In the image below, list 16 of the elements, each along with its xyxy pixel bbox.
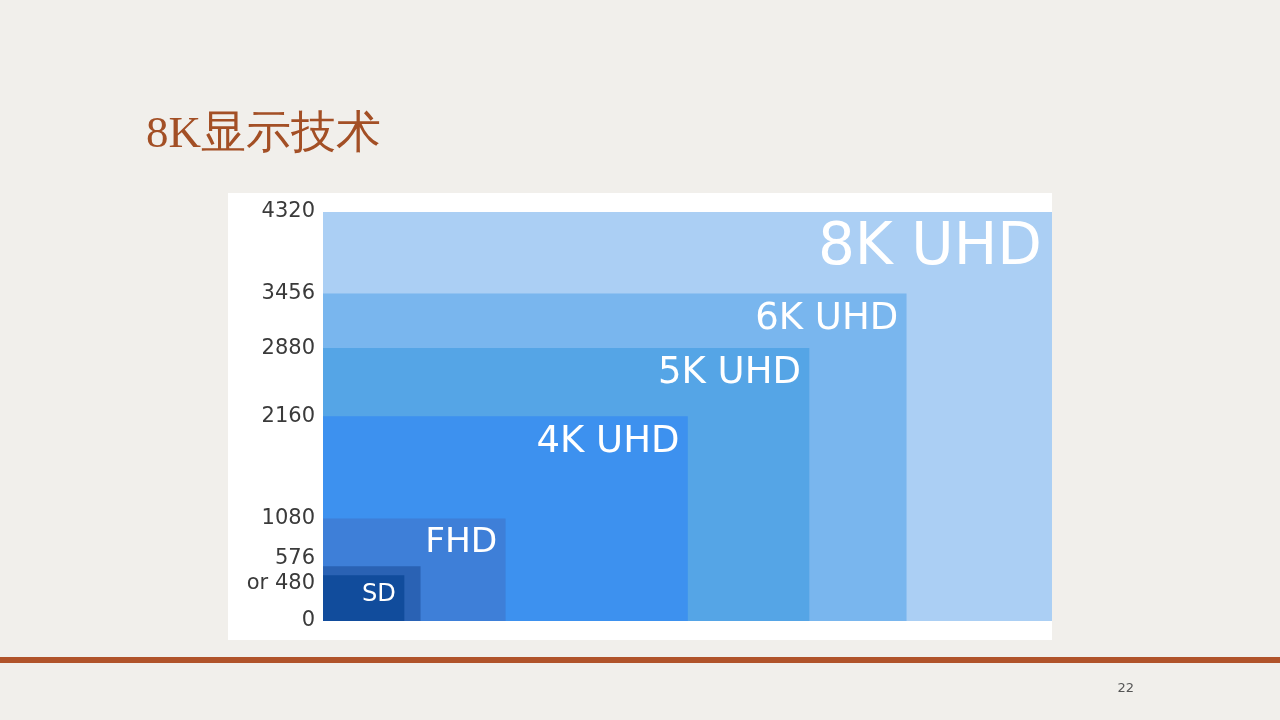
chart-title: 8K显示技术 [146, 106, 381, 158]
series-label: FHD [425, 519, 498, 560]
y-tick-label: or 480 [246, 570, 315, 595]
series-label: 5K UHD [658, 349, 801, 393]
series-label: 8K UHD [817, 210, 1042, 279]
y-tick-label: 1080 [261, 505, 315, 530]
series-label: SD [362, 579, 396, 608]
series-label: 4K UHD [536, 417, 680, 461]
y-tick-label: 2160 [261, 402, 315, 427]
y-tick-label: 576 [274, 544, 315, 569]
y-tick-label: 0 [301, 607, 315, 632]
text: 22 [1117, 680, 1134, 696]
series-label: 6K UHD [755, 294, 899, 338]
y-tick-label: 2880 [261, 334, 315, 359]
y-tick-label: 4320 [261, 198, 315, 223]
y-tick-label: 3456 [261, 280, 315, 305]
